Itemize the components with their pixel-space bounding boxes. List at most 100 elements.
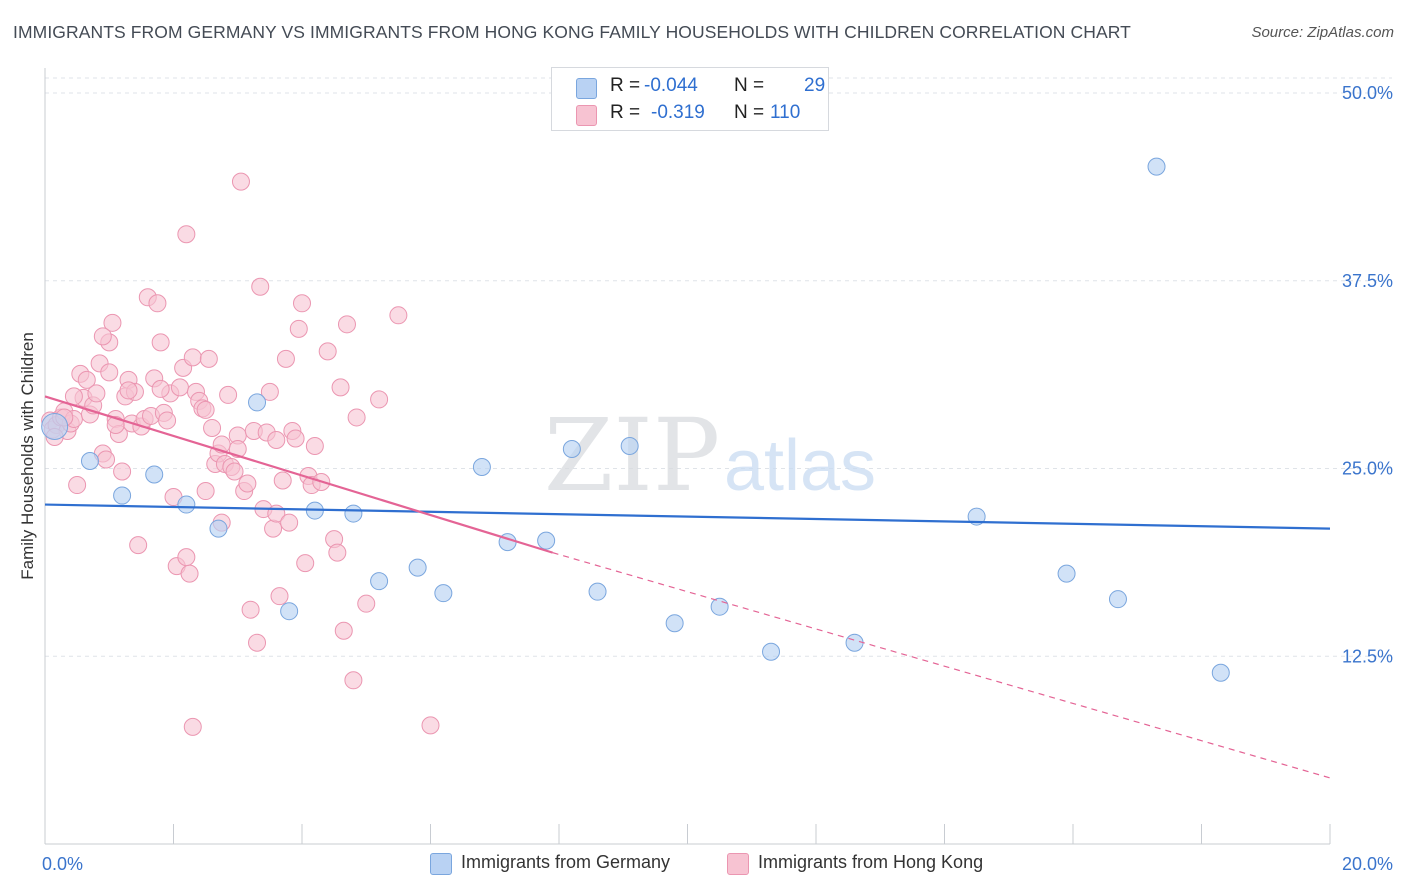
- hongkong-point: [264, 519, 283, 538]
- hongkong-point: [273, 471, 292, 490]
- hongkong-point: [170, 378, 189, 397]
- hongkong-point: [183, 348, 202, 367]
- germany-point: [408, 558, 427, 577]
- hongkong-point: [270, 587, 289, 606]
- germany-point: [665, 614, 684, 633]
- hongkong-point: [100, 363, 119, 382]
- legend-row-hongkong: R = -0.319 N = 110: [552, 102, 828, 128]
- hongkong-point: [260, 382, 279, 401]
- y-tick-label: 50.0%: [1342, 83, 1393, 103]
- hongkong-point: [347, 408, 366, 427]
- watermark-atlas: atlas: [724, 426, 876, 506]
- hongkong-point: [289, 319, 308, 338]
- hongkong-point: [357, 594, 376, 613]
- hongkong-point: [93, 327, 112, 346]
- hongkong-point: [337, 315, 356, 334]
- hongkong-point: [296, 554, 315, 573]
- germany-point: [620, 436, 639, 455]
- legend-swatch-hongkong: [576, 105, 597, 126]
- bottom-legend-label-hongkong: Immigrants from Hong Kong: [758, 852, 984, 872]
- hongkong-point: [219, 385, 238, 404]
- y-tick-label: 12.5%: [1342, 646, 1393, 666]
- hongkong-point: [331, 378, 350, 397]
- correlation-legend: R = -0.044 N = 29 R = -0.319 N = 110: [551, 67, 829, 131]
- hongkong-point: [129, 536, 148, 555]
- hongkong-point: [106, 415, 125, 434]
- germany-point: [177, 495, 196, 514]
- hongkong-point: [119, 381, 138, 400]
- germany-point: [1147, 157, 1166, 176]
- germany-point: [145, 465, 164, 484]
- germany-point: [248, 393, 267, 412]
- hongkong-point: [231, 172, 250, 191]
- germany-point: [344, 504, 363, 523]
- hongkong-point: [389, 306, 408, 325]
- bottom-legend-label-germany: Immigrants from Germany: [461, 852, 671, 872]
- hongkong-point: [151, 333, 170, 352]
- x-tick-label: 20.0%: [1342, 854, 1393, 874]
- germany-point: [1057, 564, 1076, 583]
- germany-point: [537, 531, 556, 550]
- germany-point: [209, 519, 228, 538]
- hongkong-point: [203, 418, 222, 437]
- germany-point: [845, 633, 864, 652]
- germany-point: [1108, 590, 1127, 609]
- chart-title: IMMIGRANTS FROM GERMANY VS IMMIGRANTS FR…: [13, 22, 1131, 42]
- germany-point: [562, 439, 581, 458]
- legend-r-label-germany: R =: [610, 75, 641, 96]
- chart-source: Source: ZipAtlas.com: [1251, 24, 1394, 41]
- hongkong-point: [151, 379, 170, 398]
- bottom-legend-swatch-germany: [430, 853, 452, 875]
- hongkong-point: [97, 450, 116, 469]
- germany-point: [762, 642, 781, 661]
- hongkong-point: [370, 390, 389, 409]
- germany-point: [434, 584, 453, 603]
- hongkong-point: [68, 476, 87, 495]
- legend-n-value-germany: 29: [804, 75, 826, 96]
- germany-trend-line: [44, 503, 1331, 530]
- hongkong-point: [77, 370, 96, 389]
- legend-r-value-germany: -0.044: [644, 75, 698, 96]
- watermark: ZIP atlas: [544, 397, 876, 514]
- hongkong-point: [328, 543, 347, 562]
- bottom-legend-hongkong: Immigrants from Hong Kong: [727, 852, 1027, 876]
- legend-n-label-germany: N =: [734, 75, 765, 96]
- hongkong-point: [180, 564, 199, 583]
- hongkong-points: [41, 172, 440, 736]
- hongkong-point: [196, 482, 215, 501]
- bottom-legend-germany: Immigrants from Germany: [430, 852, 710, 876]
- hongkong-point: [267, 430, 286, 449]
- x-tick-label: 0.0%: [42, 854, 83, 874]
- germany-point: [80, 452, 99, 470]
- hongkong-point: [286, 429, 305, 448]
- hongkong-point: [276, 349, 295, 368]
- germany-point: [710, 597, 729, 616]
- hongkong-point: [334, 621, 353, 640]
- hongkong-point: [148, 294, 167, 313]
- hongkong-point: [225, 462, 244, 481]
- hongkong-point: [87, 384, 106, 403]
- hongkong-point: [177, 225, 196, 244]
- hongkong-point: [196, 400, 215, 419]
- germany-point: [113, 486, 132, 505]
- germany-points: [41, 85, 1230, 682]
- germany-point: [370, 572, 389, 591]
- hongkong-point: [318, 342, 337, 361]
- hongkong-point: [344, 671, 363, 690]
- axes: [44, 68, 1331, 845]
- hongkong-point: [183, 717, 202, 736]
- hongkong-point: [241, 600, 260, 619]
- y-tick-label: 37.5%: [1342, 271, 1393, 291]
- hongkong-point: [293, 294, 311, 313]
- hongkong-point: [248, 633, 267, 652]
- germany-point: [280, 602, 299, 621]
- legend-r-label-hongkong: R =: [610, 102, 641, 123]
- hongkong-point: [103, 313, 122, 332]
- trend-lines: [44, 395, 1331, 779]
- tick-labels: 12.5% 25.0% 37.5% 50.0% 0.0% 20.0%: [42, 83, 1393, 874]
- hongkong-point: [305, 436, 324, 455]
- legend-swatch-germany: [576, 78, 597, 99]
- grid-lines: [45, 77, 1392, 657]
- legend-r-value-hongkong: -0.319: [651, 102, 705, 123]
